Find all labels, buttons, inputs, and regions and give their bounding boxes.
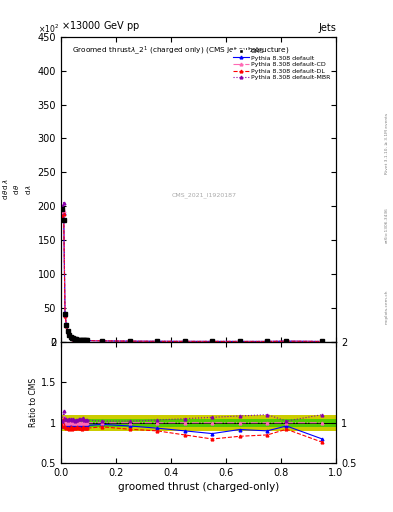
Text: Rivet 3.1.10, ≥ 3.1M events: Rivet 3.1.10, ≥ 3.1M events (385, 113, 389, 174)
X-axis label: groomed thrust (charged-only): groomed thrust (charged-only) (118, 482, 279, 493)
Text: Jets: Jets (318, 23, 336, 33)
Text: CMS_2021_I1920187: CMS_2021_I1920187 (171, 193, 237, 198)
Y-axis label: Ratio to CMS: Ratio to CMS (29, 378, 38, 427)
Legend: CMS, Pythia 8.308 default, Pythia 8.308 default-CD, Pythia 8.308 default-DL, Pyt: CMS, Pythia 8.308 default, Pythia 8.308 … (230, 46, 333, 83)
Text: mcplots.cern.ch: mcplots.cern.ch (385, 290, 389, 325)
Text: Groomed thrust$\lambda\_2^1$ (charged only) (CMS jet substructure): Groomed thrust$\lambda\_2^1$ (charged on… (72, 45, 290, 57)
Text: $\times10^2$: $\times10^2$ (39, 23, 60, 35)
Y-axis label: $\mathrm{d}^2\!N$
$\mathrm{d}\,\theta\,\mathrm{d}\,\lambda$
$\mathrm{d}\,\theta$: $\mathrm{d}^2\!N$ $\mathrm{d}\,\theta\,\… (0, 178, 33, 200)
Text: arXiv:1306.3436: arXiv:1306.3436 (385, 207, 389, 243)
Text: $\times$13000 GeV pp: $\times$13000 GeV pp (61, 19, 140, 33)
